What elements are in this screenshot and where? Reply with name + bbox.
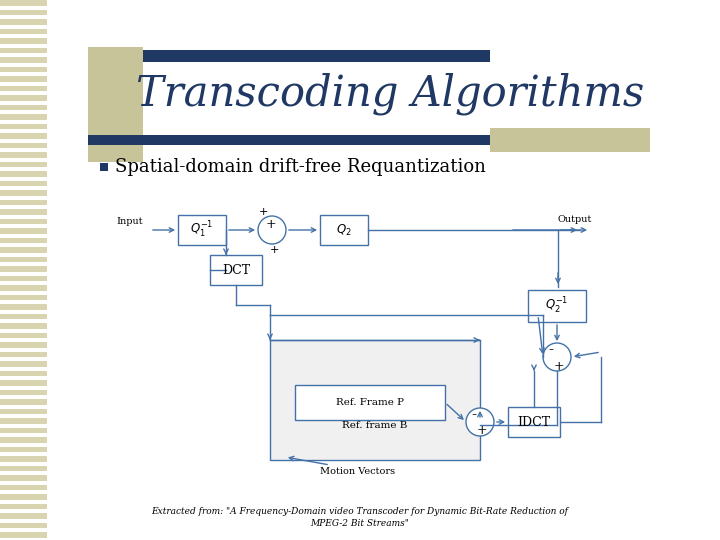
Bar: [0, 114, 47, 119]
Bar: [0, 361, 47, 367]
Bar: [0, 133, 47, 138]
Bar: [0, 389, 47, 395]
Bar: [0, 76, 47, 82]
Bar: [0, 342, 47, 348]
Bar: [0, 161, 47, 167]
Bar: [0, 494, 47, 500]
Text: Spatial-domain drift-free Requantization: Spatial-domain drift-free Requantization: [115, 158, 486, 176]
Text: $Q_2^{-1}$: $Q_2^{-1}$: [545, 296, 569, 316]
Circle shape: [543, 343, 571, 371]
Bar: [295, 385, 445, 420]
Bar: [0, 29, 47, 34]
Text: +: +: [258, 207, 268, 217]
Text: -: -: [549, 343, 554, 357]
Bar: [0, 95, 47, 100]
Text: -: -: [472, 408, 477, 422]
Text: Input: Input: [117, 218, 143, 226]
Bar: [0, 247, 47, 253]
Circle shape: [466, 408, 494, 436]
Bar: [88, 50, 490, 62]
Bar: [0, 66, 47, 72]
Bar: [0, 399, 47, 404]
Bar: [0, 124, 47, 129]
Bar: [320, 215, 368, 245]
Bar: [0, 428, 47, 433]
Text: $Q_2$: $Q_2$: [336, 222, 352, 238]
Bar: [0, 437, 47, 442]
Bar: [0, 0, 47, 5]
Text: Output: Output: [558, 215, 592, 225]
Text: Transcoding Algorithms: Transcoding Algorithms: [136, 73, 644, 115]
Bar: [178, 215, 226, 245]
Text: +: +: [266, 219, 276, 232]
Bar: [100, 163, 108, 171]
Bar: [0, 503, 47, 509]
Bar: [0, 408, 47, 414]
Text: IDCT: IDCT: [518, 415, 551, 429]
Bar: [0, 275, 47, 281]
Text: Ref. frame B: Ref. frame B: [342, 421, 408, 429]
Bar: [0, 447, 47, 452]
Bar: [0, 180, 47, 186]
Text: DCT: DCT: [222, 264, 250, 276]
Bar: [0, 171, 47, 177]
Bar: [0, 456, 47, 462]
Text: Ref. Frame P: Ref. Frame P: [336, 398, 404, 407]
Bar: [0, 219, 47, 224]
Bar: [270, 340, 480, 460]
Bar: [0, 380, 47, 386]
Text: Motion Vectors: Motion Vectors: [320, 468, 395, 476]
Bar: [528, 290, 586, 322]
Bar: [88, 47, 143, 162]
Bar: [0, 256, 47, 262]
Bar: [0, 352, 47, 357]
Bar: [0, 85, 47, 91]
Bar: [0, 484, 47, 490]
Bar: [0, 105, 47, 110]
Text: +: +: [477, 424, 487, 437]
Bar: [0, 152, 47, 158]
Bar: [0, 333, 47, 338]
Bar: [0, 228, 47, 233]
Text: MPEG-2 Bit Streams": MPEG-2 Bit Streams": [310, 519, 410, 529]
Bar: [0, 523, 47, 528]
Bar: [0, 532, 47, 537]
Bar: [0, 285, 47, 291]
Bar: [0, 513, 47, 518]
Bar: [0, 57, 47, 63]
Bar: [0, 304, 47, 309]
Text: Extracted from: "A Frequency-Domain video Transcoder for Dynamic Bit-Rate Reduct: Extracted from: "A Frequency-Domain vide…: [151, 508, 569, 516]
Bar: [0, 10, 47, 15]
Text: +: +: [269, 245, 279, 255]
Text: $Q_1^{-1}$: $Q_1^{-1}$: [190, 220, 214, 240]
Bar: [0, 294, 47, 300]
Bar: [88, 135, 490, 145]
Bar: [0, 48, 47, 53]
Circle shape: [258, 216, 286, 244]
Bar: [0, 199, 47, 205]
Bar: [0, 475, 47, 481]
Bar: [0, 209, 47, 214]
Bar: [0, 190, 47, 195]
Bar: [0, 370, 47, 376]
Text: +: +: [554, 360, 564, 373]
Bar: [0, 38, 47, 44]
Bar: [0, 143, 47, 148]
Bar: [0, 314, 47, 319]
Bar: [0, 266, 47, 272]
Bar: [490, 128, 650, 152]
Bar: [0, 323, 47, 328]
Bar: [210, 255, 262, 285]
Bar: [0, 418, 47, 423]
Bar: [0, 19, 47, 24]
Bar: [0, 238, 47, 243]
Bar: [0, 465, 47, 471]
Bar: [508, 407, 560, 437]
